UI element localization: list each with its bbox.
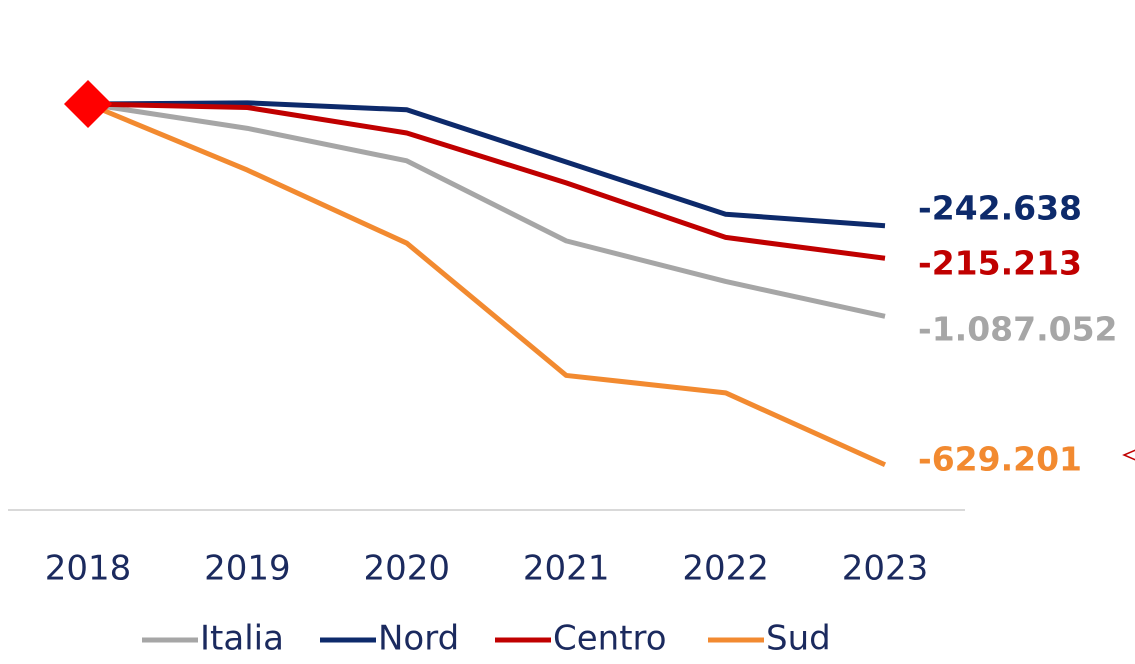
line-series: [87, 101, 886, 319]
end-label: -629.201: [918, 440, 1082, 479]
end-label: -242.638: [918, 189, 1082, 228]
line-series: [87, 101, 887, 468]
decoration: [1122, 449, 1135, 461]
legend-label: Sud: [766, 619, 831, 659]
x-tick-label: 2022: [682, 549, 769, 589]
x-tick-label: 2021: [523, 549, 610, 589]
x-tick-label: 2018: [45, 549, 132, 589]
line-series: [87, 101, 886, 261]
end-label: -215.213: [918, 244, 1082, 283]
x-tick-label: 2019: [204, 549, 291, 589]
legend-label: Italia: [200, 619, 284, 659]
legend-label: Nord: [378, 619, 459, 659]
legend-label: Centro: [553, 619, 667, 659]
x-tick-label: 2023: [842, 549, 929, 589]
start-marker: [64, 80, 112, 128]
x-tick-label: 2020: [364, 549, 451, 589]
end-label: -1.087.052: [918, 310, 1118, 349]
line-series: [87, 100, 886, 229]
